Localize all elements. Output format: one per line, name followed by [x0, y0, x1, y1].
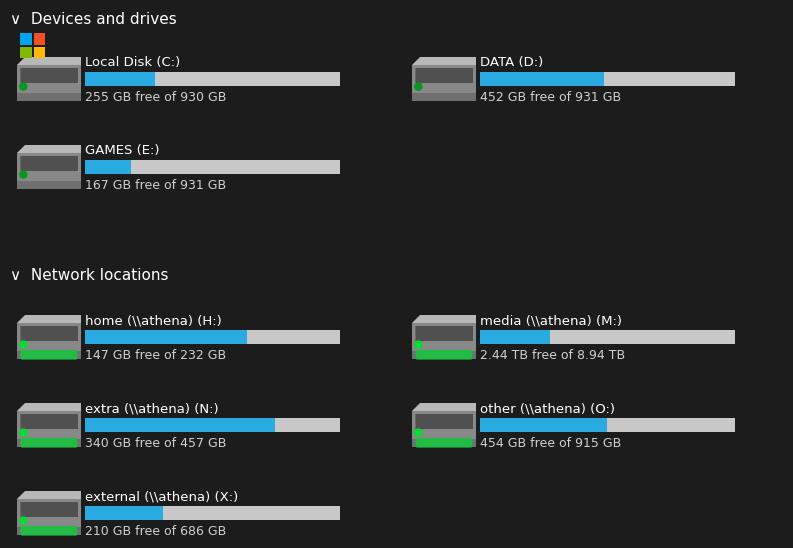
Circle shape [20, 341, 27, 348]
Circle shape [20, 517, 27, 524]
Bar [20, 414, 21, 429]
Bar [85, 418, 274, 432]
Circle shape [20, 83, 27, 90]
Polygon shape [17, 403, 81, 412]
Bar [85, 418, 340, 432]
Text: ∨  Devices and drives: ∨ Devices and drives [10, 12, 177, 27]
Bar [415, 326, 473, 340]
Polygon shape [412, 403, 476, 412]
Text: GAMES (E:): GAMES (E:) [85, 144, 159, 157]
Bar [480, 330, 735, 344]
Bar [33, 47, 45, 58]
Bar [20, 67, 21, 83]
Bar [412, 65, 476, 93]
Bar [415, 67, 416, 83]
FancyBboxPatch shape [416, 438, 473, 448]
Text: extra (\\athena) (N:): extra (\\athena) (N:) [85, 402, 219, 415]
Bar [20, 414, 79, 429]
Bar [85, 506, 163, 520]
Bar [17, 65, 81, 93]
Circle shape [20, 429, 27, 436]
Circle shape [20, 171, 27, 178]
Bar [20, 156, 21, 170]
Circle shape [415, 341, 422, 348]
Text: 2.44 TB free of 8.94 TB: 2.44 TB free of 8.94 TB [480, 349, 625, 362]
Bar [480, 72, 603, 86]
Bar [20, 326, 21, 340]
FancyBboxPatch shape [21, 350, 78, 359]
Bar [85, 72, 155, 86]
Bar [20, 326, 79, 340]
Text: media (\\athena) (M:): media (\\athena) (M:) [480, 314, 622, 327]
FancyBboxPatch shape [21, 526, 78, 535]
Text: external (\\athena) (X:): external (\\athena) (X:) [85, 490, 238, 503]
Bar [20, 47, 32, 58]
Polygon shape [412, 58, 476, 65]
Bar [85, 160, 131, 174]
Bar [412, 93, 476, 101]
Circle shape [415, 83, 422, 90]
Bar [33, 33, 45, 45]
Text: 255 GB free of 930 GB: 255 GB free of 930 GB [85, 91, 226, 104]
Bar [415, 67, 473, 83]
Bar [480, 72, 735, 86]
Bar [412, 323, 476, 351]
Bar [85, 330, 247, 344]
Bar [412, 438, 476, 447]
Bar [20, 501, 79, 517]
Bar [20, 67, 79, 83]
Bar [17, 93, 81, 101]
Bar [415, 326, 416, 340]
Polygon shape [17, 145, 81, 153]
Bar [17, 323, 81, 351]
Text: 340 GB free of 457 GB: 340 GB free of 457 GB [85, 437, 226, 450]
Bar [415, 414, 473, 429]
Polygon shape [412, 316, 476, 323]
Text: DATA (D:): DATA (D:) [480, 56, 543, 69]
Bar [17, 351, 81, 359]
Text: 452 GB free of 931 GB: 452 GB free of 931 GB [480, 91, 621, 104]
Bar [20, 33, 32, 45]
Bar [412, 412, 476, 438]
Bar [20, 156, 79, 170]
Bar [85, 72, 340, 86]
Text: 167 GB free of 931 GB: 167 GB free of 931 GB [85, 179, 226, 192]
Circle shape [415, 429, 422, 436]
Polygon shape [17, 58, 81, 65]
Bar [20, 501, 21, 517]
Bar [480, 418, 607, 432]
FancyBboxPatch shape [416, 350, 473, 359]
Bar [17, 438, 81, 447]
Text: 210 GB free of 686 GB: 210 GB free of 686 GB [85, 525, 226, 538]
Text: home (\\athena) (H:): home (\\athena) (H:) [85, 314, 222, 327]
Text: 147 GB free of 232 GB: 147 GB free of 232 GB [85, 349, 226, 362]
FancyBboxPatch shape [21, 438, 78, 448]
Bar [480, 330, 550, 344]
Text: 454 GB free of 915 GB: 454 GB free of 915 GB [480, 437, 621, 450]
Text: Local Disk (C:): Local Disk (C:) [85, 56, 180, 69]
Bar [17, 181, 81, 190]
Bar [85, 506, 340, 520]
Bar [17, 499, 81, 527]
Bar [415, 414, 416, 429]
Bar [17, 153, 81, 181]
Bar [17, 527, 81, 535]
Bar [85, 160, 340, 174]
Bar [412, 351, 476, 359]
Bar [85, 330, 340, 344]
Bar [480, 418, 735, 432]
Text: other (\\athena) (O:): other (\\athena) (O:) [480, 402, 615, 415]
Bar [17, 412, 81, 438]
Polygon shape [17, 316, 81, 323]
Text: ∨  Network locations: ∨ Network locations [10, 268, 168, 283]
Polygon shape [17, 492, 81, 499]
